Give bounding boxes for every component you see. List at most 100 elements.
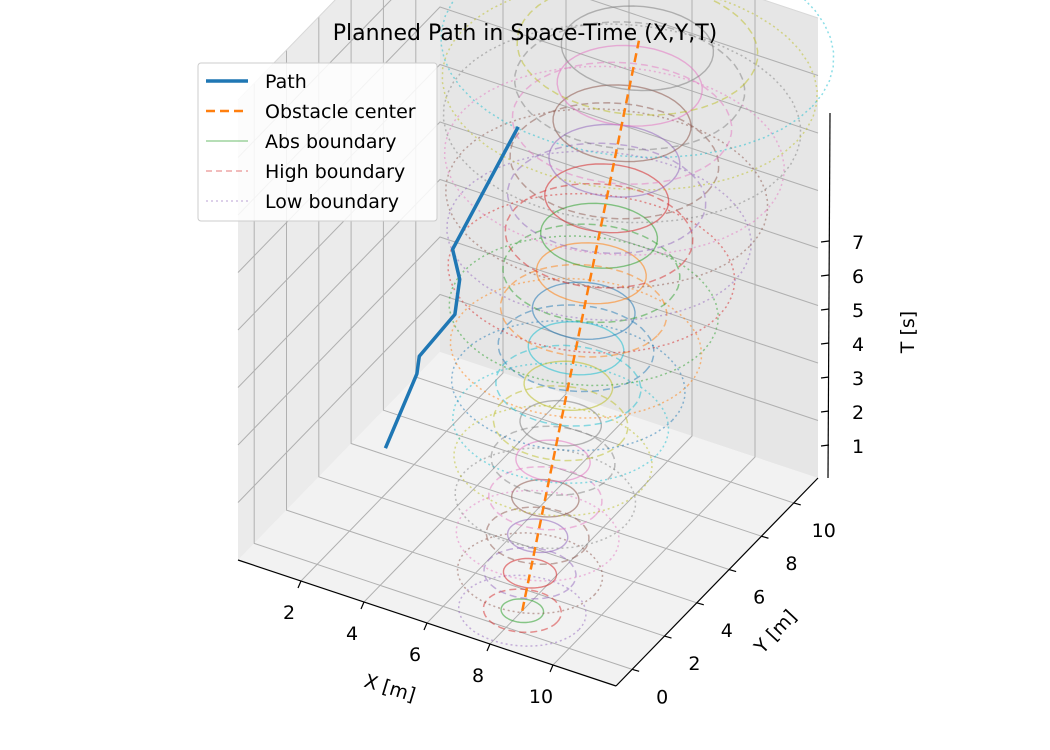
- z-tick-mark: [820, 410, 830, 413]
- high-boundary-ring: [485, 506, 590, 565]
- abs-boundary-ring: [539, 202, 659, 269]
- path-line: [383, 125, 520, 449]
- z-axis-line: [827, 112, 831, 479]
- high-boundary-ring: [516, 0, 759, 116]
- x-tick-mark: [360, 601, 365, 610]
- grid-line-t: [237, 121, 819, 331]
- abs-boundary-ring: [548, 123, 681, 198]
- z-tick-label: 1: [852, 436, 864, 458]
- x-tick-mark: [549, 664, 554, 673]
- legend-label-high-boundary: High boundary: [265, 161, 405, 183]
- low-boundary-ring: [445, 108, 769, 289]
- y-tick-label: 2: [688, 653, 700, 675]
- y-tick-mark: [761, 535, 769, 539]
- z-tick-label: 6: [852, 266, 864, 288]
- grid-line-t: [237, 236, 819, 446]
- high-boundary-ring: [514, 21, 746, 151]
- z-tick-mark: [820, 308, 830, 311]
- legend-label-obstacle-center: Obstacle center: [265, 101, 416, 123]
- legend: Path Obstacle center Abs boundary High b…: [197, 62, 438, 222]
- y-tick-label: 8: [785, 553, 797, 575]
- y-tick-mark: [664, 635, 672, 639]
- grid-line-y: [253, 83, 633, 670]
- high-boundary-ring: [504, 182, 694, 289]
- low-boundary-ring: [441, 0, 818, 191]
- abs-boundary-ring: [506, 518, 569, 554]
- grid-line-x: [489, 0, 693, 645]
- low-boundary-ring: [453, 404, 653, 517]
- y-tick-label: 0: [656, 686, 668, 708]
- abs-boundary-ring: [510, 478, 580, 518]
- abs-boundary-ring: [535, 242, 647, 305]
- grid-line-x: [300, 0, 504, 582]
- z-tick-mark: [820, 342, 830, 345]
- z-tick-mark: [820, 444, 830, 447]
- low-boundary-ring: [446, 150, 752, 322]
- x-tick-label: 2: [283, 602, 295, 624]
- grid-line-t: [237, 293, 819, 503]
- z-axis-label: T [s]: [897, 311, 919, 354]
- abs-boundary-ring: [552, 84, 692, 163]
- z-tick-mark: [820, 274, 830, 277]
- grid-line-t: [237, 178, 819, 388]
- y-tick-label: 10: [812, 520, 836, 542]
- x-tick-mark: [423, 622, 428, 631]
- legend-label-path: Path: [265, 71, 307, 93]
- y-tick-mark: [728, 568, 737, 573]
- low-boundary-ring: [452, 362, 670, 484]
- low-boundary-ring: [447, 192, 736, 354]
- z-tick-label: 4: [852, 334, 864, 356]
- low-boundary-ring: [440, 0, 835, 159]
- y-tick-label: 4: [721, 620, 733, 642]
- series-layer: [383, 0, 835, 647]
- low-boundary-ring: [455, 489, 620, 582]
- legend-label-abs-boundary: Abs boundary: [265, 131, 397, 153]
- legend-box: [197, 62, 438, 222]
- high-boundary-ring: [495, 344, 642, 427]
- high-boundary-ring: [483, 546, 577, 600]
- legend-label-low-boundary: Low boundary: [265, 191, 399, 213]
- abs-boundary-ring: [523, 360, 614, 412]
- x-tick-label: 4: [346, 623, 358, 645]
- x-axis-label: X [m]: [361, 670, 418, 706]
- z-tick-label: 3: [852, 368, 864, 390]
- obstacle-center-line: [521, 40, 641, 611]
- high-boundary-ring: [488, 466, 603, 531]
- z-tick-label: 2: [852, 402, 864, 424]
- z-tick-label: 7: [852, 232, 864, 254]
- y-tick-mark: [631, 668, 640, 672]
- high-boundary-ring: [511, 61, 733, 185]
- y-tick-mark: [793, 502, 801, 506]
- high-boundary-ring: [492, 385, 629, 462]
- abs-boundary-ring: [500, 598, 545, 624]
- x-tick-label: 10: [529, 686, 553, 708]
- abs-boundary-ring: [519, 399, 602, 447]
- y-axis-label: Y [m]: [749, 606, 801, 659]
- x-tick-label: 8: [472, 665, 484, 687]
- y-axis-line: [615, 477, 819, 687]
- x-tick-mark: [486, 643, 491, 652]
- low-boundary-ring: [442, 23, 802, 224]
- abs-boundary-ring: [560, 5, 715, 92]
- low-boundary-ring: [456, 532, 604, 615]
- z-tick-label: 5: [852, 300, 864, 322]
- y-tick-label: 6: [753, 587, 765, 609]
- abs-boundary-ring: [556, 44, 703, 127]
- z-tick-mark: [820, 376, 830, 379]
- low-boundary-ring: [450, 320, 686, 452]
- high-boundary-ring: [490, 425, 616, 496]
- grid-line-x: [426, 0, 630, 624]
- y-tick-mark: [696, 602, 704, 606]
- high-boundary-ring: [482, 588, 562, 634]
- high-boundary-ring: [506, 142, 707, 255]
- high-boundary-ring: [497, 304, 655, 393]
- x-tick-label: 6: [409, 644, 421, 666]
- x-tick-mark: [297, 580, 302, 589]
- abs-boundary-ring: [527, 320, 625, 376]
- abs-boundary-ring: [502, 557, 558, 589]
- grid-line-x: [552, 0, 756, 666]
- high-boundary-ring: [509, 102, 720, 220]
- z-tick-mark: [820, 240, 830, 243]
